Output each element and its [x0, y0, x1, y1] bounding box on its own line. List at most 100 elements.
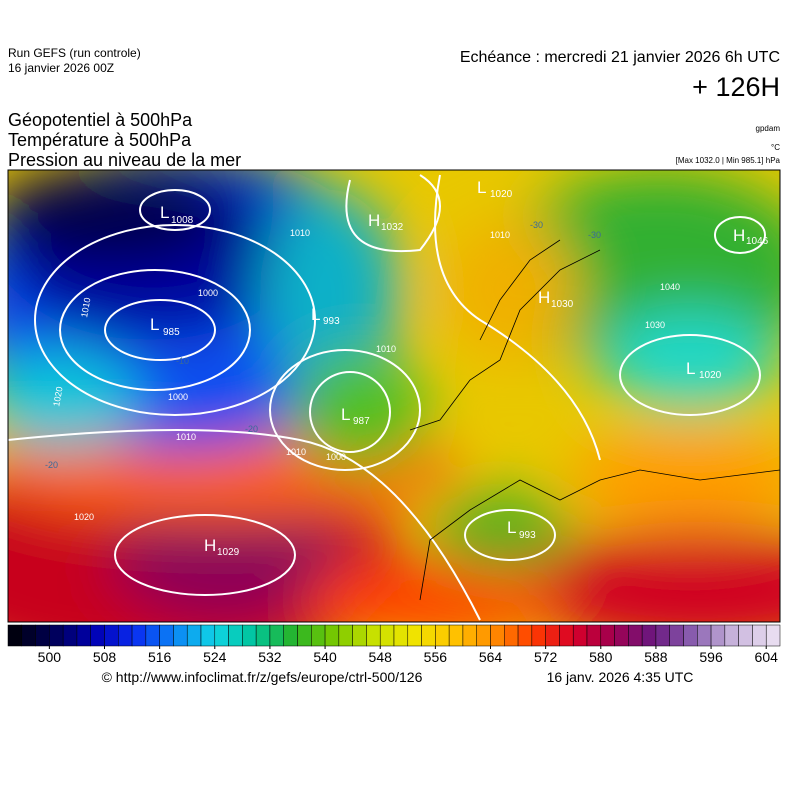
contour-label: 1000	[326, 452, 346, 462]
colorbar-swatch	[490, 624, 505, 647]
colorbar-tick-label: 556	[424, 649, 448, 665]
contour-label: 1010	[79, 297, 92, 318]
run-date: 16 janvier 2026 00Z	[8, 61, 114, 75]
pressure-center: L	[160, 203, 169, 222]
contour-label: 1040	[660, 282, 680, 292]
colorbar-swatch	[724, 624, 739, 647]
colorbar-swatch	[21, 624, 36, 647]
contour-label: 1000	[198, 288, 218, 298]
pressure-value: 1030	[551, 299, 574, 310]
colorbar-swatch	[214, 624, 229, 647]
colorbar-swatch	[697, 624, 712, 647]
colorbar-tick-label: 548	[369, 649, 393, 665]
colorbar-swatch	[655, 624, 670, 647]
colorbar-swatch	[628, 624, 643, 647]
colorbar-tick-label: 516	[148, 649, 172, 665]
contour-label: -10	[176, 356, 189, 366]
pressure-value: 985	[163, 327, 180, 338]
colorbar-swatch	[90, 624, 105, 647]
colorbar-swatch	[586, 624, 602, 647]
colorbar-swatch	[545, 624, 560, 647]
colorbar-swatch	[228, 624, 243, 647]
contour-label: 1010	[290, 228, 310, 238]
timestamp: 16 janv. 2026 4:35 UTC	[547, 669, 694, 685]
unit: °C	[771, 143, 780, 152]
pressure-center: H	[733, 226, 745, 245]
pressure-center: H	[368, 211, 380, 230]
pressure-center: L	[341, 405, 350, 424]
colorbar-swatch	[131, 624, 147, 647]
colorbar-tick-label: 604	[755, 649, 779, 665]
colorbar-tick-label: 588	[644, 649, 668, 665]
colorbar-swatch	[531, 624, 546, 647]
colorbar-tick-label: 572	[534, 649, 558, 665]
colorbar-tick-label: 508	[93, 649, 117, 665]
colorbar-swatch	[159, 624, 174, 647]
colorbar-tick-label: 564	[479, 649, 503, 665]
pressure-value: 1032	[381, 222, 404, 233]
colorbar-swatch	[393, 624, 409, 647]
colorbar-swatch	[242, 624, 257, 647]
pressure-center: L	[477, 178, 486, 197]
map-frame	[7, 169, 781, 623]
map: L 1008 H 1032 L 1020 H 1046 L 985 L 993 L 987 L…	[8, 170, 780, 622]
colorbar-swatch	[186, 624, 202, 647]
field: Géopotentiel à 500hPa	[8, 110, 193, 130]
pressure-center: L	[507, 518, 516, 537]
coastlines	[409, 239, 780, 601]
contour-label: 1010	[286, 447, 306, 457]
colorbar-swatch	[710, 624, 726, 647]
colorbar-swatch	[476, 624, 491, 647]
colorbar-swatch	[200, 624, 216, 647]
colorbar-swatch	[104, 624, 119, 647]
colorbar-swatch	[738, 624, 753, 647]
contour-label: 1020	[74, 512, 94, 522]
colorbar-swatch	[352, 624, 367, 647]
colorbar-tick-label: 524	[203, 649, 227, 665]
pressure-center: L	[311, 305, 320, 324]
colorbar-swatch	[366, 624, 381, 647]
colorbar-swatch	[614, 624, 629, 647]
source-url: © http://www.infoclimat.fr/z/gefs/europe…	[102, 669, 423, 685]
colorbar-swatch	[62, 624, 78, 647]
echeance: Echéance : mercredi 21 janvier 2026 6h U…	[460, 49, 780, 66]
isobars	[8, 174, 766, 621]
colorbar-swatch	[752, 624, 767, 647]
pressure-value: 1029	[217, 547, 240, 558]
run: Run GEFS (run controle)	[8, 46, 141, 60]
colorbar-swatch	[173, 624, 188, 647]
colorbar-swatch	[462, 624, 477, 647]
colorbar-swatch	[118, 624, 133, 647]
colorbar-swatch	[49, 624, 64, 647]
colorbar-tick-label: 532	[258, 649, 282, 665]
colorbar-tick-label: 596	[699, 649, 723, 665]
unit: [Max 1032.0 | Min 985.1] hPa	[676, 156, 781, 165]
unit: gpdam	[756, 124, 781, 133]
colorbar-swatch	[765, 624, 781, 647]
colorbar-swatch	[324, 624, 340, 647]
colorbar-swatch	[572, 624, 588, 647]
pressure-center: H	[538, 288, 550, 307]
contour-label: 1010	[176, 432, 196, 442]
colorbar: 500 508 516 524 532 540 548 556 564 572 580 588 596 6…	[7, 624, 781, 665]
contour-label: 1010	[376, 344, 396, 354]
contour-label: 1030	[645, 320, 665, 330]
colorbar-swatch	[641, 624, 657, 647]
contour-label: 1020	[51, 386, 64, 407]
colorbar-swatch	[559, 624, 574, 647]
contour-label: 1010	[490, 230, 510, 240]
contour-label: -30	[530, 220, 543, 230]
pressure-value: 1020	[490, 189, 513, 200]
pressure-value: 993	[519, 530, 536, 541]
colorbar-swatch	[600, 624, 615, 647]
field: Température à 500hPa	[8, 130, 192, 150]
colorbar-swatch	[669, 624, 684, 647]
colorbar-swatch	[338, 624, 353, 647]
pressure-value: 987	[353, 416, 370, 427]
colorbar-tick-label: 500	[38, 649, 62, 665]
colorbar-swatch	[76, 624, 91, 647]
contour-label: -30	[588, 230, 601, 240]
colorbar-swatch	[435, 624, 450, 647]
